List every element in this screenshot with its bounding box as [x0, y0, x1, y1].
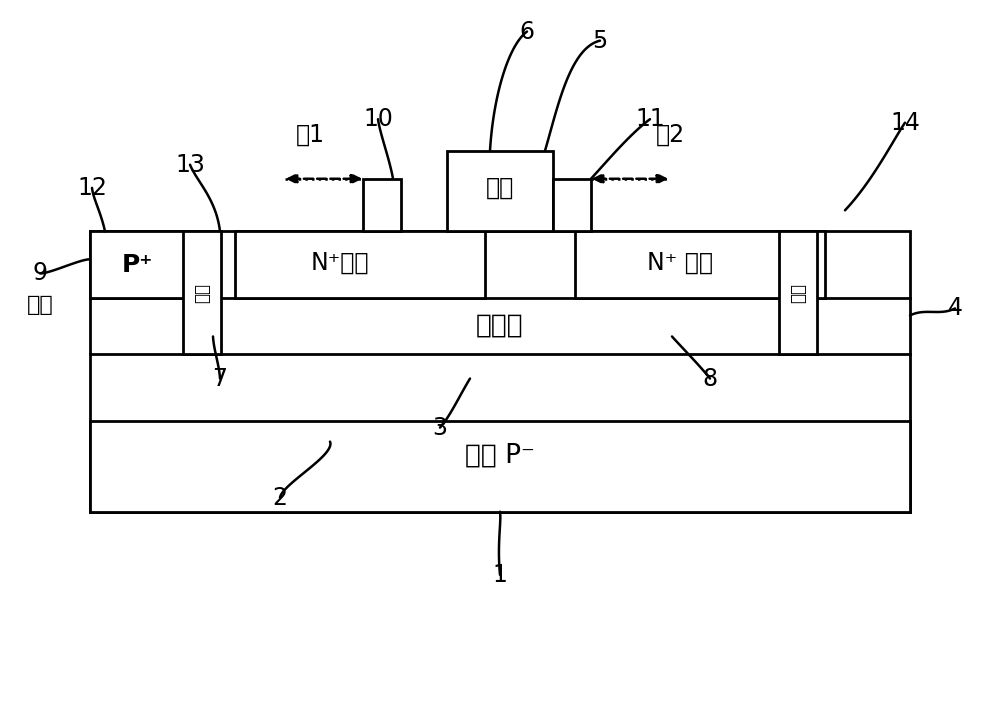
Bar	[90, 231, 185, 298]
Text: 11: 11	[635, 107, 665, 131]
Bar	[779, 231, 817, 354]
Bar	[183, 231, 221, 354]
Bar	[363, 179, 401, 231]
Text: 6: 6	[520, 20, 534, 43]
Text: 隔离: 隔离	[193, 283, 211, 303]
Bar	[447, 151, 553, 231]
Bar	[235, 231, 485, 298]
Bar	[553, 179, 591, 231]
Text: 14: 14	[890, 111, 920, 135]
Text: N⁺源极: N⁺源极	[311, 251, 369, 275]
Text: 间1: 间1	[296, 123, 324, 147]
Text: 3: 3	[432, 416, 448, 440]
Bar	[575, 231, 825, 298]
Text: 9: 9	[32, 261, 48, 285]
Text: 12: 12	[77, 176, 107, 200]
Text: 2: 2	[272, 486, 288, 510]
Text: 8: 8	[702, 367, 718, 390]
Text: 5: 5	[592, 29, 608, 53]
Text: 4: 4	[948, 297, 962, 320]
Text: 间2: 间2	[655, 123, 685, 147]
Text: 背栊: 背栊	[27, 295, 53, 315]
Text: 1: 1	[493, 563, 507, 587]
Bar	[90, 231, 910, 512]
Text: 埋氧层: 埋氧层	[476, 313, 524, 339]
Bar	[90, 421, 910, 512]
Text: 正栊: 正栊	[486, 176, 514, 200]
Text: 隔离: 隔离	[789, 283, 807, 303]
Text: 13: 13	[175, 153, 205, 177]
Text: N⁺ 漏极: N⁺ 漏极	[647, 251, 713, 275]
Text: 7: 7	[212, 367, 228, 390]
Text: P⁺: P⁺	[121, 253, 153, 277]
Text: 村底 P⁻: 村底 P⁻	[465, 442, 535, 469]
Text: 10: 10	[363, 107, 393, 131]
